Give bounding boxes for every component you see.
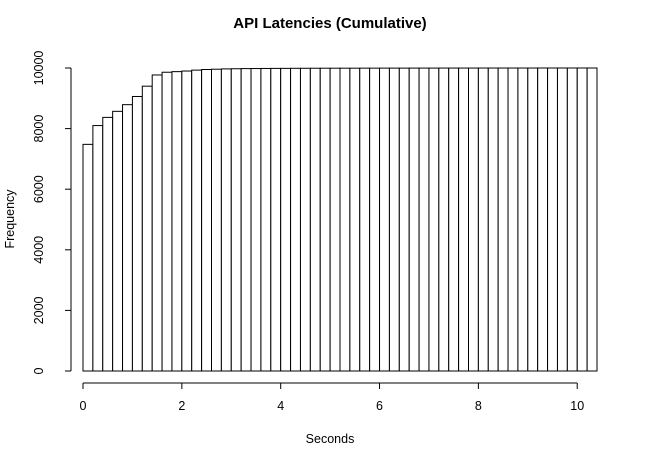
histogram-bar <box>141 85 153 372</box>
chart-title: API Latencies (Cumulative) <box>233 15 426 32</box>
histogram-bar <box>112 110 124 372</box>
histogram-bar <box>220 68 232 372</box>
x-tick-label: 6 <box>376 399 383 413</box>
histogram-bar <box>309 67 321 372</box>
histogram-bar <box>586 67 598 372</box>
histogram-bar <box>131 95 143 372</box>
histogram-bar <box>329 67 341 372</box>
histogram-bar <box>576 67 588 372</box>
histogram-bar <box>458 67 470 372</box>
histogram-bar <box>438 67 450 372</box>
y-axis-label: Frequency <box>3 189 17 249</box>
histogram-bar <box>92 125 104 372</box>
histogram-bar <box>82 143 94 372</box>
histogram-bar <box>339 67 351 372</box>
y-tick-label: 6000 <box>32 175 46 203</box>
histogram-bar <box>418 67 430 372</box>
histogram-bar <box>181 70 193 372</box>
x-axis-label: Seconds <box>306 432 355 446</box>
histogram-bar <box>270 67 282 372</box>
x-axis: 0 2 4 6 8 10 <box>80 382 584 413</box>
histogram-bar <box>448 67 460 372</box>
histogram-bar <box>408 67 420 372</box>
histogram-bar <box>379 67 390 372</box>
histogram-bar <box>240 68 252 372</box>
histogram-bar <box>260 67 272 372</box>
histogram-bar <box>359 67 371 372</box>
histogram-bar <box>161 71 173 372</box>
x-tick-label: 8 <box>475 399 482 413</box>
histogram-bar <box>349 67 361 372</box>
histogram-bar <box>201 69 213 372</box>
x-tick-label: 10 <box>570 399 584 413</box>
x-tick-label: 4 <box>277 399 284 413</box>
histogram-bar <box>211 68 222 372</box>
bars-layer <box>82 67 598 372</box>
x-tick-label: 2 <box>178 399 185 413</box>
histogram-bar <box>290 67 301 372</box>
histogram-bar <box>151 74 163 372</box>
histogram-bar <box>468 67 479 372</box>
histogram-bar <box>250 68 262 372</box>
histogram-bar <box>102 116 114 372</box>
histogram-bar <box>517 67 529 372</box>
histogram-bar <box>230 68 242 372</box>
y-axis: 0 2000 4000 6000 8000 10000 <box>32 51 72 374</box>
histogram-bar <box>280 67 292 372</box>
histogram-bar <box>527 67 539 372</box>
histogram-bar <box>319 67 331 372</box>
histogram-bar <box>566 67 578 372</box>
histogram-bar <box>507 67 519 372</box>
y-tick-label: 8000 <box>32 115 46 143</box>
y-tick-label: 4000 <box>32 236 46 264</box>
histogram-bar <box>487 67 499 372</box>
histogram-bar <box>122 104 133 372</box>
histogram-bar <box>171 71 183 372</box>
y-tick-label: 10000 <box>32 51 46 86</box>
histogram-bar <box>398 67 410 372</box>
histogram-bar <box>428 67 440 372</box>
histogram-bar <box>369 67 381 372</box>
histogram-bar <box>191 69 203 372</box>
y-tick-label: 2000 <box>32 296 46 324</box>
histogram-bar <box>497 67 509 372</box>
histogram-bar <box>547 67 558 372</box>
x-tick-label: 0 <box>80 399 87 413</box>
histogram-bar <box>556 67 568 372</box>
histogram-bar <box>477 67 489 372</box>
y-tick-label: 0 <box>32 367 46 374</box>
histogram-bar <box>388 67 400 372</box>
histogram-bar <box>299 67 311 372</box>
histogram-bar <box>537 67 549 372</box>
